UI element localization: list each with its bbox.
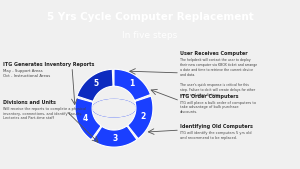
Text: Divisions and Units: Divisions and Units bbox=[3, 100, 56, 105]
Polygon shape bbox=[128, 96, 153, 139]
Text: 5: 5 bbox=[93, 79, 98, 88]
Text: 3: 3 bbox=[112, 134, 117, 143]
Polygon shape bbox=[77, 69, 113, 101]
Text: 2: 2 bbox=[140, 112, 146, 122]
Text: User Receives Computer: User Receives Computer bbox=[180, 51, 248, 56]
Text: May - Support Areas
Oct - Instructional Areas: May - Support Areas Oct - Instructional … bbox=[3, 69, 50, 78]
Polygon shape bbox=[75, 98, 101, 140]
Text: The helpdesk will contact the user to deploy
their new computer via KBOX ticket : The helpdesk will contact the user to de… bbox=[180, 58, 257, 96]
Text: 5 Yrs Cycle Computer Replacement: 5 Yrs Cycle Computer Replacement bbox=[46, 11, 253, 22]
Text: 4: 4 bbox=[83, 114, 88, 123]
Text: 1: 1 bbox=[129, 79, 134, 88]
Text: ITG will place a bulk order of computers to
take advantage of bulk purchase
disc: ITG will place a bulk order of computers… bbox=[180, 101, 256, 114]
Text: ITG Order Computers: ITG Order Computers bbox=[180, 94, 239, 99]
Text: ITG Generates Inventory Reports: ITG Generates Inventory Reports bbox=[3, 62, 94, 67]
Text: In five steps: In five steps bbox=[122, 31, 178, 40]
Polygon shape bbox=[114, 69, 151, 101]
Text: Will receive the reports to complete a physical
inventory, connections, and iden: Will receive the reports to complete a p… bbox=[3, 107, 86, 120]
Circle shape bbox=[92, 99, 136, 117]
Text: ITG will identify the computers 5 yrs old
and recommend to be replaced.: ITG will identify the computers 5 yrs ol… bbox=[180, 131, 251, 140]
Circle shape bbox=[93, 100, 135, 117]
Polygon shape bbox=[92, 126, 137, 147]
Text: Identifying Old Computers: Identifying Old Computers bbox=[180, 124, 253, 129]
